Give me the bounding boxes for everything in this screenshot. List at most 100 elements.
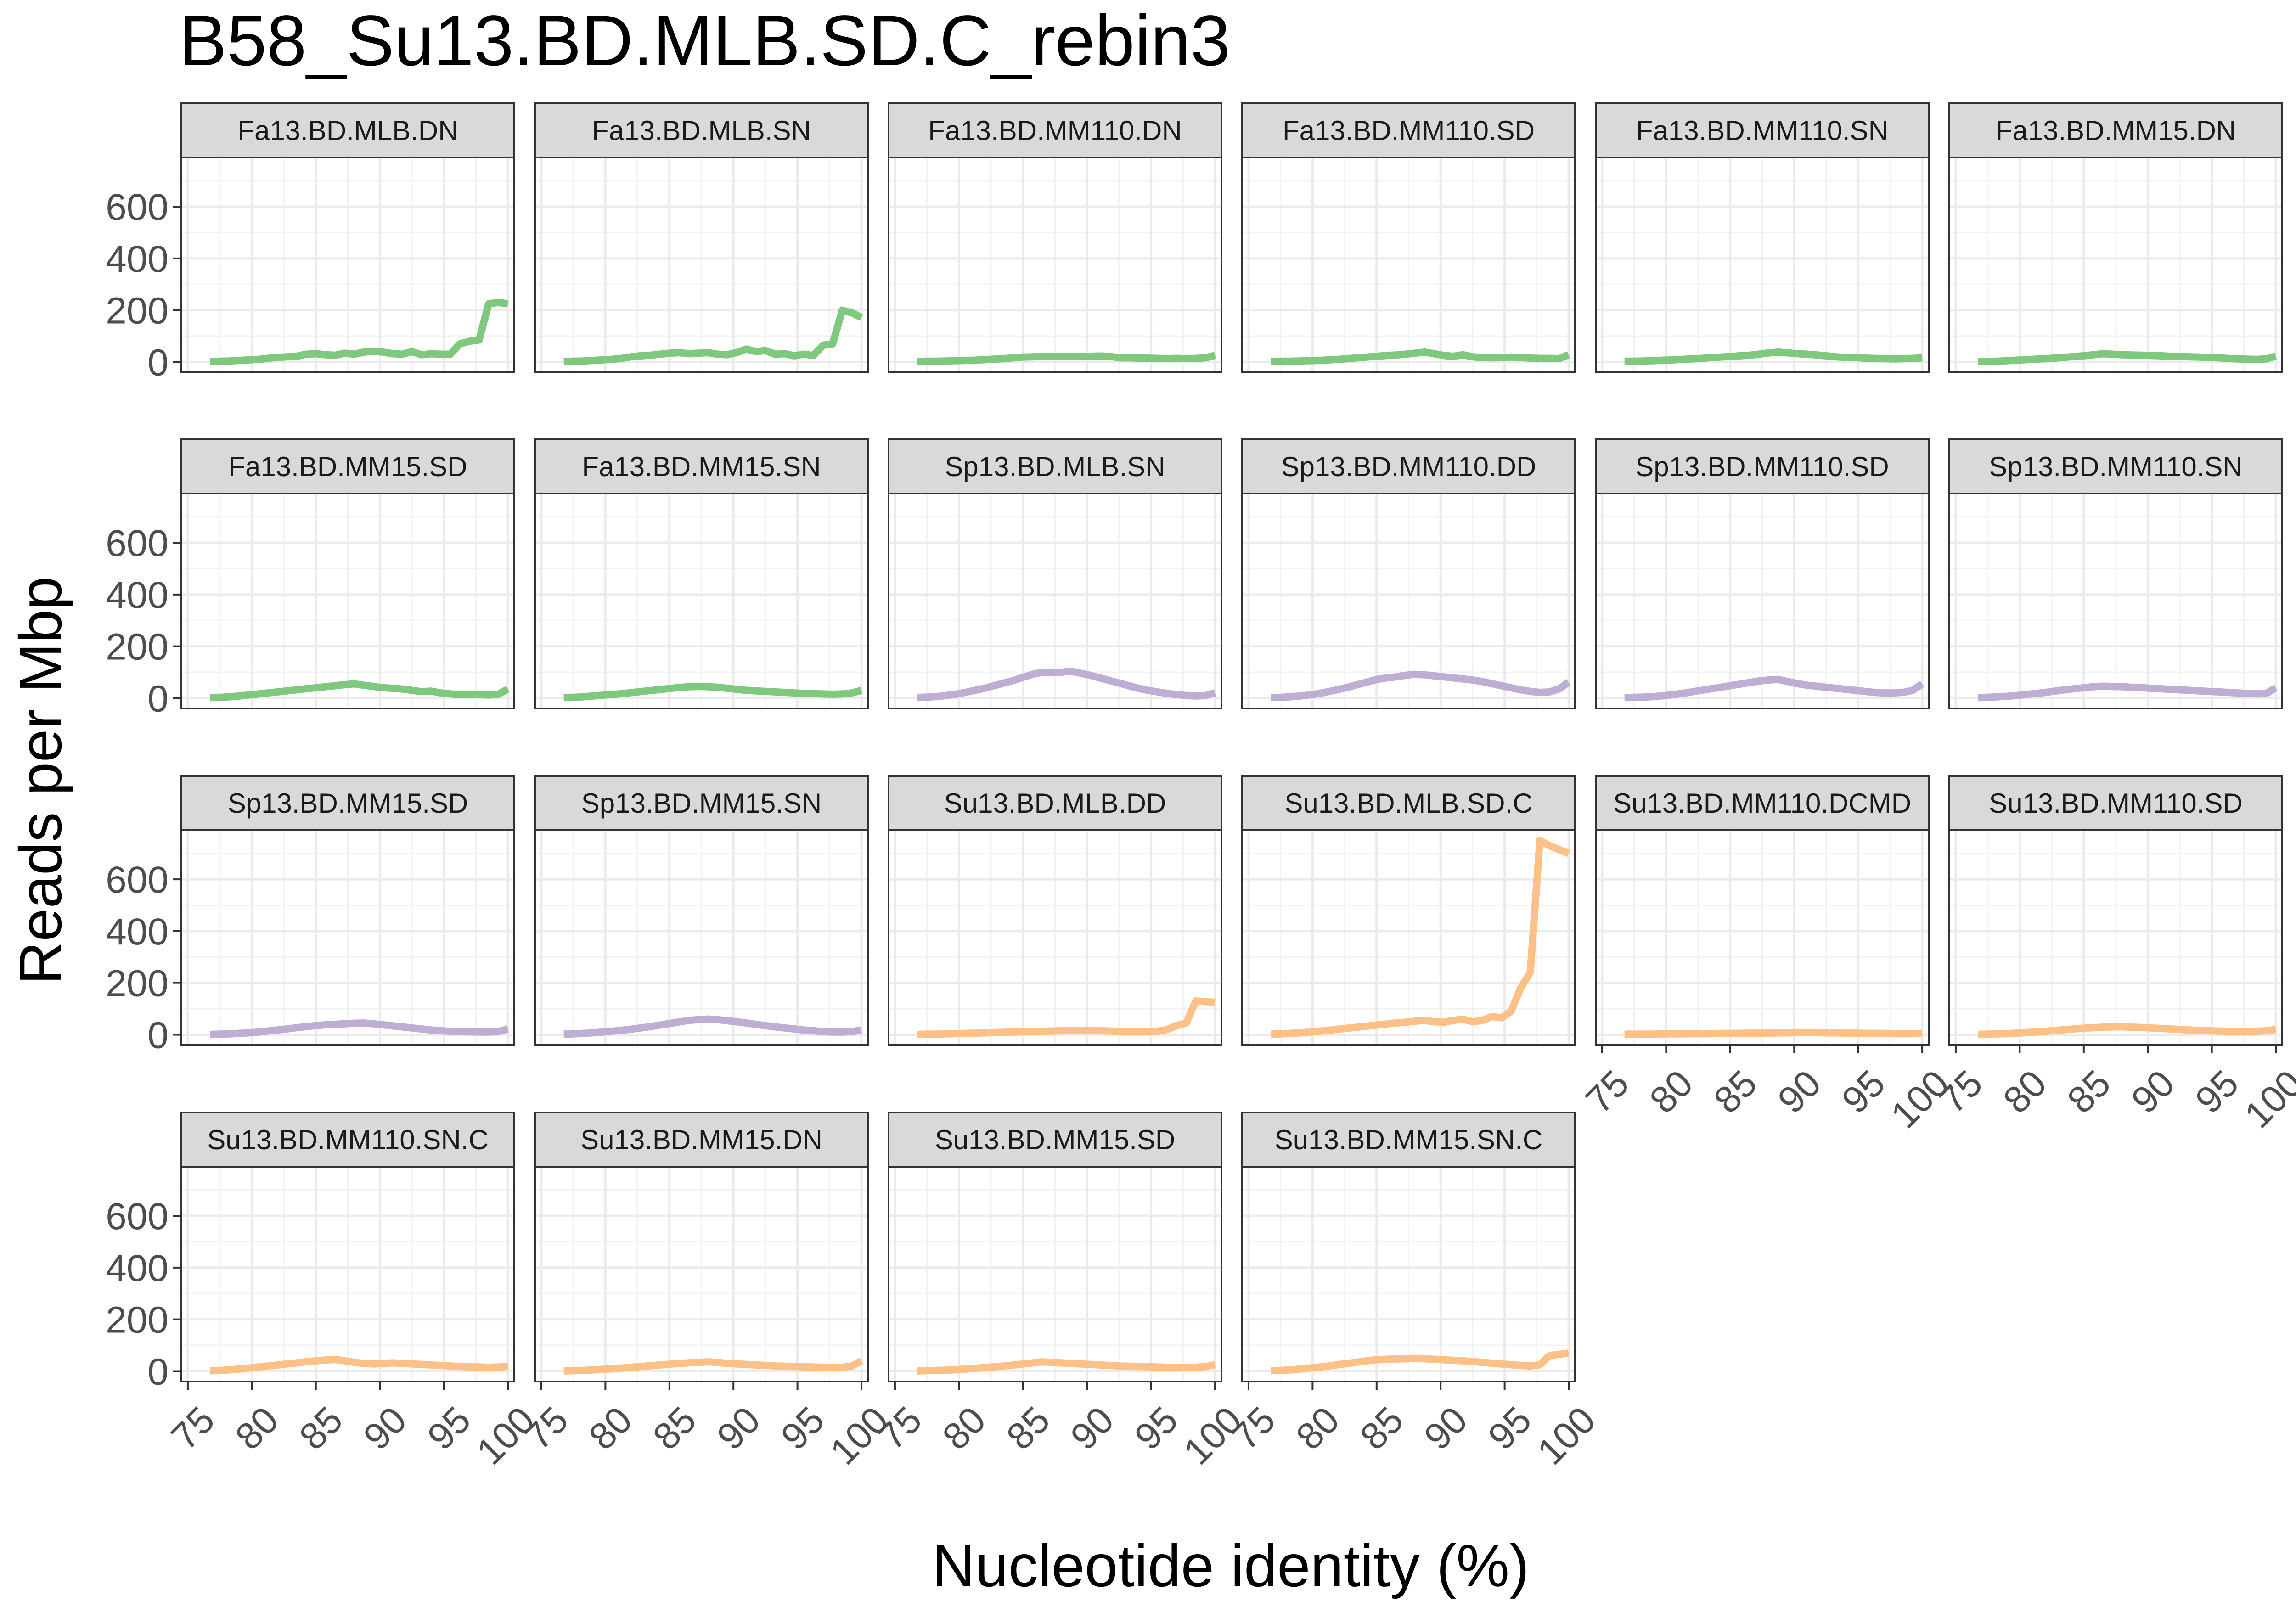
- facet-strip: [1595, 102, 1930, 158]
- series-line: [1978, 1023, 2277, 1038]
- x-tick-label: 95: [1834, 1062, 1893, 1122]
- x-tick-label: 95: [773, 1399, 833, 1458]
- facet-strip: [888, 775, 1222, 831]
- x-tick-label: 75: [1578, 1062, 1637, 1122]
- x-tick-label: 75: [163, 1399, 223, 1458]
- y-tick-label: 400: [106, 238, 169, 280]
- facet-panel: Sp13.BD.MLB.SN: [888, 438, 1222, 709]
- x-tick-label: 95: [1127, 1399, 1186, 1458]
- x-tick-label: 80: [228, 1399, 287, 1458]
- panel-border: [1595, 493, 1930, 709]
- series-line: [1978, 682, 2278, 702]
- panel-border: [1595, 829, 1930, 1046]
- series-line: [1271, 837, 1570, 1038]
- y-tick-label: 200: [106, 1299, 169, 1341]
- y-tick-label: 0: [147, 1351, 169, 1393]
- facet-strip-label: Su13.BD.MM15.DN: [580, 1124, 822, 1155]
- facet-strip: [534, 438, 869, 494]
- series-line: [1271, 1349, 1570, 1375]
- facet-strip-label: Su13.BD.MM15.SN.C: [1275, 1124, 1543, 1155]
- facet-strip-label: Sp13.BD.MM15.SD: [228, 788, 468, 819]
- chart-title: B58_Su13.BD.MLB.SD.C_rebin3: [179, 1, 1230, 81]
- y-tick-label: 200: [106, 290, 169, 332]
- y-tick-label: 0: [147, 678, 169, 719]
- facet-panel: Fa13.BD.MM15.SD 0 200 400 600: [106, 438, 515, 719]
- panel-border: [888, 829, 1222, 1046]
- x-tick-label: 75: [517, 1399, 576, 1458]
- facet-panel: Sp13.BD.MM15.SD 0 200 400 600: [106, 775, 515, 1056]
- x-tick-label: 90: [1063, 1399, 1122, 1458]
- series-line: [917, 1358, 1216, 1375]
- facet-strip-label: Fa13.BD.MLB.SN: [592, 115, 811, 146]
- facet-strip: [1595, 438, 1930, 494]
- facet-strip-label: Sp13.BD.MM15.SN: [581, 788, 822, 819]
- facet-strip-label: Fa13.BD.MM15.SD: [228, 451, 467, 482]
- series-line: [563, 683, 863, 702]
- panel-border: [534, 829, 869, 1046]
- facet-strip-label: Fa13.BD.MM110.DN: [928, 115, 1182, 146]
- facet-strip-label: Su13.BD.MM110.SD: [1989, 788, 2242, 819]
- facet-strip: [888, 438, 1222, 494]
- facet-strip-label: Sp13.BD.MLB.SN: [945, 451, 1165, 482]
- series-line: [1624, 675, 1925, 702]
- facet-strip: [888, 102, 1222, 158]
- panel-border: [1948, 829, 2283, 1046]
- y-tick-label: 200: [106, 963, 169, 1005]
- series-line: [563, 306, 863, 365]
- y-tick-label: 600: [106, 523, 169, 564]
- x-tick-label: 80: [1289, 1399, 1348, 1458]
- x-tick-label: 85: [1352, 1399, 1412, 1458]
- facet-strip: [1948, 775, 2283, 831]
- x-tick-label: 85: [292, 1399, 351, 1458]
- x-tick-label: 80: [581, 1399, 641, 1458]
- facet-panel: Fa13.BD.MLB.DN 0 200 400 600: [106, 102, 515, 383]
- y-tick-label: 400: [106, 574, 169, 616]
- x-tick-label: 80: [1642, 1062, 1701, 1122]
- x-tick-label: 95: [1480, 1399, 1540, 1458]
- facet-strip-label: Su13.BD.MLB.SD.C: [1284, 788, 1532, 819]
- panel-border: [1241, 1166, 1576, 1382]
- panel-border: [888, 1166, 1222, 1382]
- x-tick-label: 95: [420, 1399, 479, 1458]
- x-tick-label: 90: [2123, 1062, 2183, 1122]
- x-tick-label: 90: [709, 1399, 768, 1458]
- panel-border: [180, 829, 515, 1046]
- series-line: [563, 1015, 862, 1038]
- y-tick-label: 200: [106, 626, 169, 668]
- series-line: [917, 667, 1216, 702]
- facet-panel: Fa13.BD.MM110.SD: [1241, 102, 1576, 373]
- panel-border: [888, 157, 1222, 373]
- facet-strip-label: Su13.BD.MM110.DCMD: [1613, 788, 1911, 819]
- panel-border: [1948, 157, 2283, 373]
- facet-strip: [1241, 775, 1576, 831]
- facet-strip: [1241, 438, 1576, 494]
- facet-strip-label: Sp13.BD.MM110.DD: [1281, 451, 1536, 482]
- series-line: [1978, 350, 2277, 365]
- panel-border: [1241, 493, 1576, 709]
- series-line: [1271, 348, 1570, 365]
- y-tick-label: 600: [106, 859, 169, 901]
- y-tick-label: 600: [106, 186, 169, 228]
- facet-strip: [1948, 438, 2283, 494]
- x-tick-label: 85: [1706, 1062, 1765, 1122]
- facet-strip: [1241, 102, 1576, 158]
- facet-panel: Sp13.BD.MM110.SD: [1595, 438, 1930, 709]
- x-tick-label: 75: [871, 1399, 930, 1458]
- facet-panel: Fa13.BD.MM110.DN: [888, 102, 1222, 373]
- facet-panels: Fa13.BD.MLB.DN 0 200 400 600 Fa13.BD.MLB.SN Fa…: [106, 102, 2296, 1473]
- facet-strip: [888, 1112, 1222, 1168]
- facet-panel: Fa13.BD.MM15.DN: [1948, 102, 2283, 373]
- series-line: [210, 680, 510, 702]
- facet-strip-label: Fa13.BD.MM15.SN: [582, 451, 821, 482]
- facet-strip: [180, 102, 515, 158]
- facet-panel: Sp13.BD.MM110.SN: [1948, 438, 2283, 709]
- series-line: [917, 352, 1216, 365]
- series-line: [1624, 348, 1923, 365]
- facet-strip-label: Fa13.BD.MM110.SN: [1636, 115, 1888, 146]
- y-tick-label: 400: [106, 1247, 169, 1289]
- series-line: [1271, 670, 1571, 702]
